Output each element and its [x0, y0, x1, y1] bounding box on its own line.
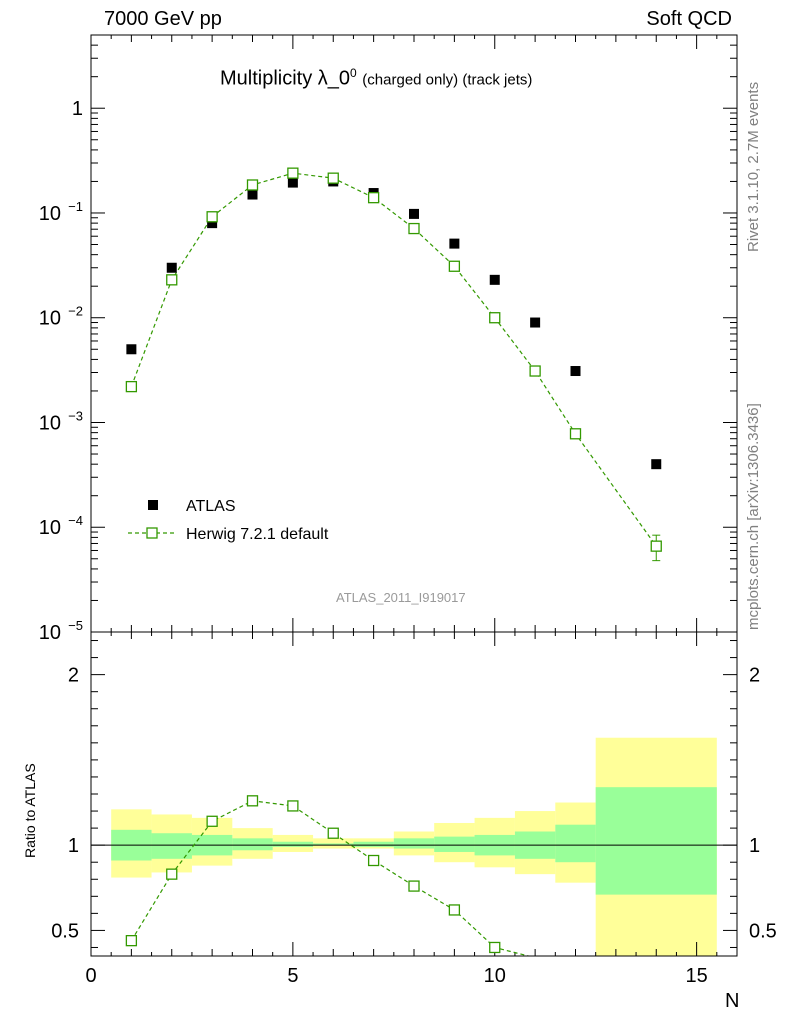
x-tick-label: 5 — [287, 965, 298, 987]
herwig-marker — [246, 179, 259, 191]
legend-atlas-marker — [148, 500, 158, 510]
atlas-marker — [409, 208, 419, 219]
ratio-uncertainty-bands — [111, 737, 717, 956]
herwig-marker — [529, 365, 541, 377]
atlas-marker — [651, 459, 662, 470]
y-tick-label: 1 — [72, 98, 83, 120]
herwig-ratio-group — [125, 795, 531, 956]
stat-band-segment — [313, 843, 354, 846]
atlas-marker — [247, 189, 258, 200]
ratio-y-tick-label-left: 0.5 — [51, 920, 79, 942]
atlas-marker — [489, 274, 500, 285]
atlas-marker — [530, 317, 541, 328]
legend: ATLAS Herwig 7.2.1 default — [128, 498, 329, 543]
y-tick-label: 10 — [39, 517, 61, 539]
stat-band-segment — [232, 838, 273, 851]
herwig-ratio-marker — [448, 904, 461, 916]
herwig-marker — [650, 540, 662, 552]
stat-band-segment — [595, 787, 717, 895]
ratio-y-tick-label-left: 2 — [68, 665, 79, 687]
herwig-marker — [287, 167, 299, 179]
ratio-panel-frame — [90, 631, 738, 957]
herwig-marker — [327, 172, 339, 184]
atlas-marker — [166, 262, 177, 273]
stat-band-segment — [555, 824, 596, 863]
atlas-marker — [207, 218, 218, 229]
herwig-ratio-marker — [246, 795, 259, 807]
header-right-label: Soft QCD — [646, 8, 732, 30]
ratio-y-tick-label-left: 1 — [68, 835, 79, 857]
stat-band-segment — [151, 833, 192, 859]
herwig-ratio-marker — [125, 935, 138, 947]
stat-band-segment — [272, 841, 314, 847]
herwig-marker — [367, 192, 380, 204]
atlas-marker — [126, 344, 137, 355]
y-tick-exponent: −2 — [68, 304, 83, 319]
x-tick-label: 15 — [686, 965, 708, 987]
tick-labels: 0 5 10 15 10 −5 10 −4 10 −3 10 −2 10 −1 1 0.5 0.5 1 1 2 2 — [39, 98, 777, 987]
herwig-marker — [489, 312, 501, 324]
chart-title-suffix: (charged only) (track jets) — [362, 71, 533, 89]
atlas-marker — [449, 238, 460, 249]
ratio-y-tick-label-right: 0.5 — [749, 920, 777, 942]
ratio-axis-label: Ratio to ATLAS — [22, 763, 38, 858]
header-left-label: 7000 GeV pp — [104, 8, 222, 30]
y-tick-exponent: −5 — [68, 618, 83, 633]
herwig-ratio-marker — [408, 880, 420, 892]
analysis-id-label: ATLAS_2011_I919017 — [336, 590, 466, 605]
y-tick-exponent: −1 — [68, 199, 83, 214]
data-series — [125, 167, 662, 956]
atlas-marker — [287, 177, 298, 188]
chart-title: Multiplicity λ_00 (charged only) (track … — [220, 66, 532, 91]
herwig-ratio-marker — [287, 800, 299, 812]
chart-title-main: Multiplicity λ_0 — [220, 67, 351, 90]
herwig-main-line — [130, 172, 657, 547]
herwig-ratio-marker — [489, 941, 501, 954]
x-axis-label: N — [725, 990, 740, 1012]
y-tick-label: 10 — [39, 203, 61, 225]
herwig-marker — [166, 274, 178, 286]
herwig-marker — [125, 380, 138, 393]
rivet-version-label: Rivet 3.1.10, 2.7M events — [745, 81, 762, 252]
legend-herwig-marker — [146, 527, 158, 539]
y-tick-label: 10 — [39, 308, 61, 330]
ratio-y-tick-label-right: 2 — [749, 665, 760, 687]
y-tick-label: 10 — [39, 622, 61, 644]
legend-atlas-label: ATLAS — [186, 498, 236, 515]
herwig-marker — [448, 260, 461, 272]
herwig-ratio-marker — [367, 854, 380, 867]
mcplots-source-label: mcplots.cern.ch [arXiv:1306.3436] — [745, 403, 762, 630]
legend-herwig-label: Herwig 7.2.1 default — [186, 526, 329, 543]
herwig-ratio-marker — [327, 827, 339, 839]
ratio-y-tick-label-right: 1 — [749, 835, 760, 857]
x-tick-label: 10 — [484, 965, 506, 987]
x-tick-label: 0 — [85, 965, 96, 987]
herwig-ratio-marker — [206, 815, 218, 827]
herwig-marker — [408, 222, 420, 235]
stat-band-segment — [393, 838, 435, 849]
stat-band-segment — [434, 836, 475, 852]
stat-band-segment — [353, 841, 394, 847]
atlas-marker — [570, 366, 581, 377]
herwig-marker — [569, 428, 582, 440]
y-tick-exponent: −3 — [68, 408, 83, 423]
chart-title-superscript: 0 — [350, 66, 357, 80]
y-tick-exponent: −4 — [68, 513, 83, 528]
y-tick-label: 10 — [39, 412, 61, 434]
herwig-ratio-marker — [166, 868, 178, 880]
herwig-marker — [206, 211, 218, 223]
